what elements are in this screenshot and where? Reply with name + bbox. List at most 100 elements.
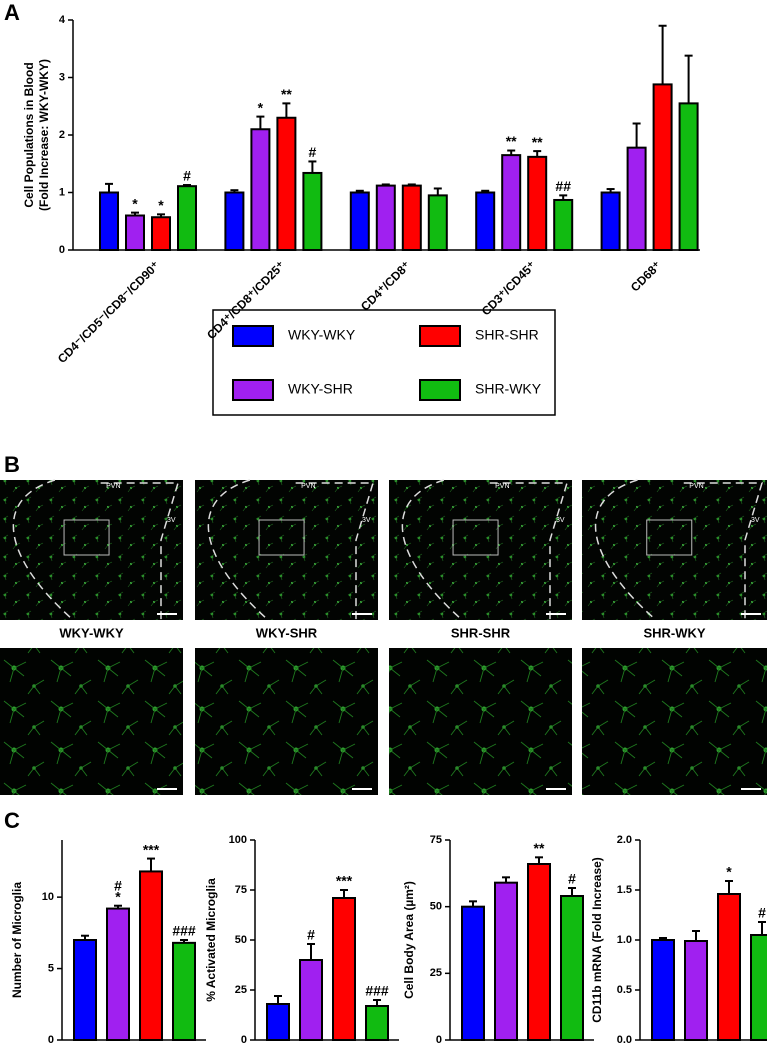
- region-outline: [12, 479, 74, 621]
- region-outline: [100, 482, 180, 620]
- error-bar: [469, 900, 477, 907]
- significance-label: **: [534, 840, 545, 856]
- bar: [600, 191, 621, 251]
- y-tick-label: 0.0: [617, 1034, 632, 1046]
- bar: [266, 1003, 290, 1041]
- y-tick-label: 4: [59, 14, 66, 26]
- bar: [99, 191, 119, 251]
- error-bar: [433, 187, 442, 196]
- bar: [299, 959, 323, 1041]
- significance-label: *: [132, 195, 138, 211]
- y-tick-label: 10: [42, 891, 54, 903]
- legend-label: WKY-SHR: [288, 381, 353, 397]
- error-bar: [533, 150, 542, 157]
- error-bar: [105, 182, 113, 193]
- error-bar: [658, 24, 667, 85]
- bar: [172, 941, 196, 1041]
- bar: [494, 881, 518, 1042]
- bar: [365, 1005, 389, 1041]
- micrograph-zoom: [582, 648, 767, 795]
- region-label: PVN: [106, 483, 120, 490]
- x-tick-label: CD4⁺/CD8⁺: [358, 258, 413, 313]
- bar: [553, 198, 574, 252]
- region-label: 3V: [751, 517, 760, 524]
- error-bar: [507, 149, 516, 156]
- error-bar: [481, 189, 490, 193]
- region-outline: [489, 482, 569, 620]
- panel-label: A: [4, 0, 20, 25]
- error-bar: [692, 930, 700, 941]
- bar: [375, 184, 396, 252]
- y-tick-label: 2: [59, 129, 65, 141]
- bar: [427, 194, 448, 251]
- bar: [475, 191, 496, 251]
- bar: [560, 895, 584, 1041]
- inset-box: [646, 519, 693, 556]
- legend-swatch: [232, 325, 274, 347]
- significance-label: #: [183, 168, 191, 184]
- significance-label: #: [568, 871, 576, 887]
- region-outline: [207, 479, 269, 621]
- legend-box: [212, 309, 556, 416]
- error-bar: [307, 943, 315, 960]
- bar: [684, 940, 708, 1041]
- region-label: 3V: [556, 517, 565, 524]
- error-bar: [502, 876, 510, 883]
- bar: [139, 870, 163, 1042]
- bar: [106, 907, 130, 1041]
- y-axis-label: CD11b mRNA (Fold Increase): [590, 857, 604, 1023]
- error-bar: [632, 122, 641, 148]
- legend-swatch: [232, 379, 274, 401]
- bar: [302, 171, 323, 251]
- micrograph-label: SHR-WKY: [643, 625, 705, 640]
- error-bar: [274, 995, 282, 1004]
- y-tick-label: 1.0: [617, 934, 632, 946]
- error-bar: [147, 857, 155, 872]
- legend-label: WKY-WKY: [288, 327, 356, 343]
- y-tick-label: 5: [48, 962, 54, 974]
- micrograph-zoom: [195, 648, 378, 795]
- error-bar: [131, 211, 139, 216]
- error-bar: [157, 213, 165, 218]
- y-tick-label: 50: [235, 934, 247, 946]
- y-tick-label: 1.5: [617, 884, 632, 896]
- error-bar: [725, 880, 733, 894]
- micrograph: [582, 480, 767, 620]
- significance-label: **: [532, 134, 543, 150]
- error-bar: [684, 54, 693, 104]
- region-outline: [401, 479, 463, 621]
- region-label: 3V: [362, 517, 371, 524]
- significance-label: #: [309, 144, 317, 160]
- bar: [177, 185, 197, 252]
- micrograph-label: WKY-WKY: [59, 625, 124, 640]
- y-axis-label: Number of Microglia: [10, 882, 24, 998]
- y-tick-label: 2.0: [617, 834, 632, 846]
- y-tick-label: 25: [430, 967, 442, 979]
- y-tick-label: 100: [229, 834, 247, 846]
- bar: [332, 897, 356, 1041]
- bar: [527, 155, 548, 252]
- y-axis-label: Cell Populations in Blood: [22, 62, 36, 207]
- bar: [224, 191, 245, 251]
- bar: [401, 184, 422, 252]
- bar: [125, 214, 145, 251]
- significance-label: ###: [365, 983, 389, 999]
- bar: [651, 939, 675, 1041]
- y-tick-label: 0: [241, 1034, 247, 1046]
- region-label: PVN: [301, 483, 315, 490]
- micrograph: [389, 480, 572, 620]
- significance-label: #: [307, 927, 315, 943]
- bar: [276, 116, 297, 251]
- region-label: PVN: [689, 483, 703, 490]
- error-bar: [183, 184, 191, 187]
- significance-label: #: [758, 905, 766, 921]
- y-axis-label: (Fold Increase: WKY-WKY): [37, 59, 51, 211]
- significance-label: **: [506, 133, 517, 149]
- error-bar: [114, 904, 122, 909]
- x-tick-label: CD68⁺: [628, 258, 664, 294]
- bar: [461, 905, 485, 1042]
- error-bar: [381, 183, 390, 186]
- error-bar: [180, 939, 188, 943]
